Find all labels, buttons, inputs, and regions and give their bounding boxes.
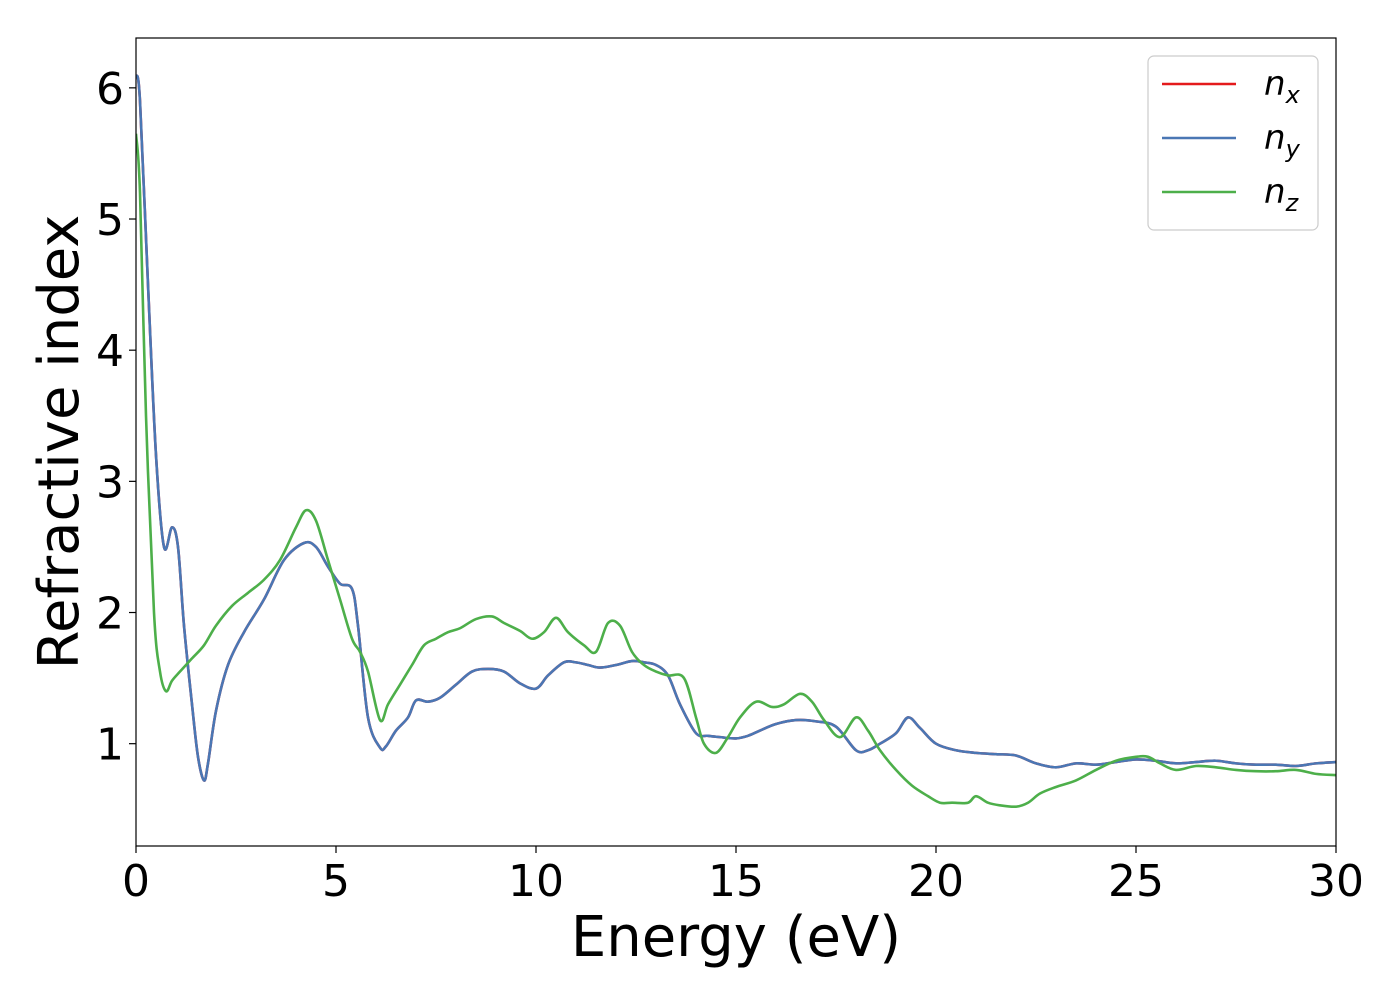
x-axis: 0 5 10 15 20 25 30 — [122, 846, 1364, 907]
x-tick-label: 5 — [322, 856, 350, 907]
y-axis-label: Refractive index — [27, 215, 92, 670]
legend-subscript: x — [1285, 81, 1301, 109]
x-tick-label: 15 — [708, 856, 764, 907]
x-tick-label: 30 — [1308, 856, 1364, 907]
legend-subscript: y — [1285, 135, 1301, 163]
x-tick-label: 0 — [122, 856, 150, 907]
y-tick-label: 4 — [96, 326, 124, 377]
legend-symbol: n — [1264, 64, 1286, 104]
y-tick-label: 5 — [96, 195, 124, 246]
legend-label-nz: nz — [1264, 172, 1300, 217]
legend-box — [1147, 55, 1319, 231]
series-layer — [136, 74, 1336, 809]
legend-symbol: n — [1264, 172, 1286, 212]
x-tick-label: 20 — [908, 856, 964, 907]
y-axis: 1 2 3 4 5 6 — [96, 64, 136, 771]
x-tick-label: 10 — [508, 856, 564, 907]
legend-symbol: n — [1264, 118, 1286, 158]
x-tick-label: 25 — [1108, 856, 1164, 907]
legend-subscript: z — [1285, 189, 1300, 217]
y-tick-label: 6 — [96, 64, 124, 115]
y-tick-label: 3 — [96, 457, 124, 508]
legend-label-ny: ny — [1264, 118, 1301, 163]
series-line-ny — [136, 74, 1336, 782]
series-line-nz — [136, 133, 1336, 809]
legend-label-nx: nx — [1264, 64, 1301, 109]
x-axis-label: Energy (eV) — [571, 905, 901, 970]
y-tick-label: 2 — [96, 589, 124, 640]
y-tick-label: 1 — [96, 720, 124, 771]
